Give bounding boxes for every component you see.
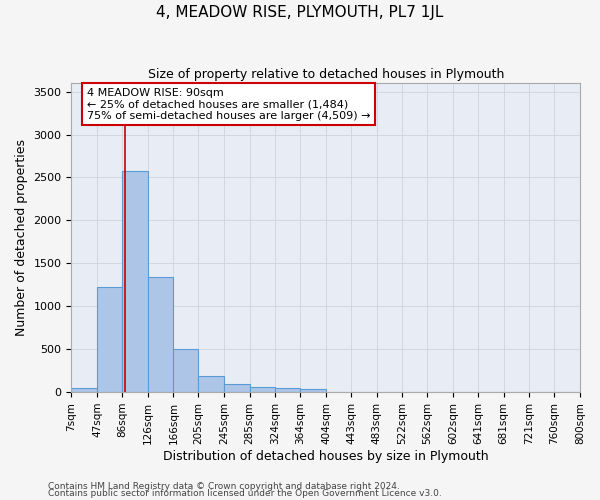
Bar bbox=[97, 286, 122, 392]
X-axis label: Distribution of detached houses by size in Plymouth: Distribution of detached houses by size … bbox=[163, 450, 488, 462]
Bar bbox=[122, 170, 148, 392]
Title: Size of property relative to detached houses in Plymouth: Size of property relative to detached ho… bbox=[148, 68, 504, 80]
Bar bbox=[224, 384, 250, 392]
Bar bbox=[250, 388, 275, 392]
Bar bbox=[301, 389, 326, 392]
Y-axis label: Number of detached properties: Number of detached properties bbox=[15, 139, 28, 336]
Text: 4 MEADOW RISE: 90sqm
← 25% of detached houses are smaller (1,484)
75% of semi-de: 4 MEADOW RISE: 90sqm ← 25% of detached h… bbox=[86, 88, 370, 121]
Text: Contains HM Land Registry data © Crown copyright and database right 2024.: Contains HM Land Registry data © Crown c… bbox=[48, 482, 400, 491]
Bar bbox=[71, 388, 97, 392]
Text: 4, MEADOW RISE, PLYMOUTH, PL7 1JL: 4, MEADOW RISE, PLYMOUTH, PL7 1JL bbox=[157, 5, 443, 20]
Bar bbox=[173, 349, 199, 392]
Bar bbox=[275, 388, 301, 392]
Bar bbox=[148, 277, 173, 392]
Text: Contains public sector information licensed under the Open Government Licence v3: Contains public sector information licen… bbox=[48, 489, 442, 498]
Bar bbox=[199, 376, 224, 392]
